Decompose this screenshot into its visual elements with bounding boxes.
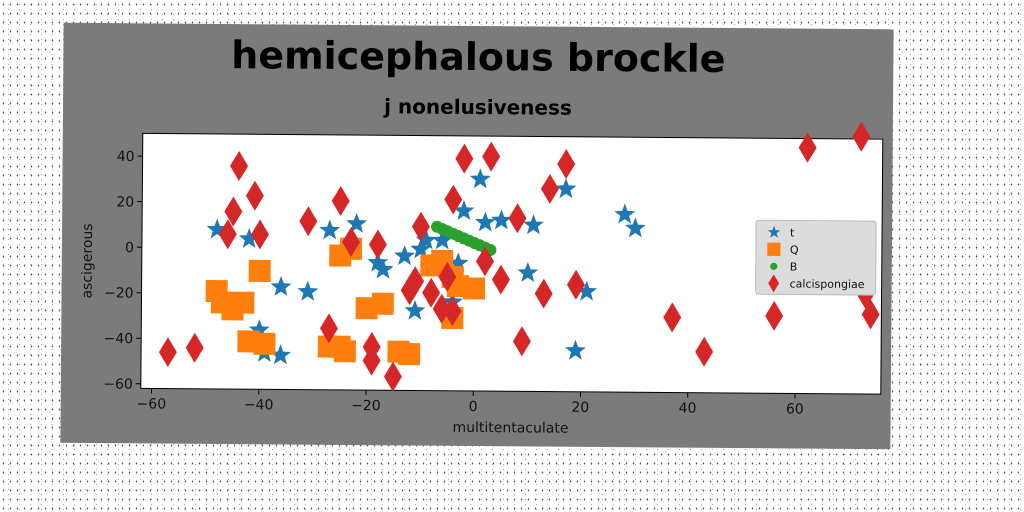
star-point [614, 203, 636, 224]
diamond-point [852, 121, 871, 152]
legend-square-marker [767, 242, 781, 256]
diamond-point [455, 143, 474, 174]
star-point [367, 251, 389, 272]
x-tick-label: −40 [244, 397, 274, 413]
y-tick-label: −40 [104, 331, 134, 347]
diamond-point [508, 203, 527, 234]
diamond-point [158, 337, 177, 368]
y-tick-label: −60 [103, 377, 133, 393]
chart-subtitle: j nonelusiveness [383, 94, 572, 119]
diamond-point [444, 184, 463, 215]
x-tick-label: 0 [469, 399, 478, 415]
diamond-point [342, 227, 361, 258]
square-point [248, 259, 271, 282]
star-point [474, 211, 496, 232]
diamond-point [224, 196, 243, 227]
diamond-point [331, 185, 350, 216]
diamond-point [299, 206, 318, 237]
star-point [447, 252, 469, 273]
star-point [346, 212, 368, 233]
diamond-point [695, 336, 714, 367]
diamond-point [475, 246, 494, 277]
diamond-point [383, 361, 402, 392]
legend-label: Q [790, 243, 799, 256]
y-tick-label: −20 [104, 285, 134, 301]
x-tick-label: 20 [571, 400, 589, 416]
star-point [523, 214, 545, 235]
diamond-point [250, 219, 269, 250]
y-tick-label: 40 [117, 149, 135, 165]
star-point [431, 229, 453, 250]
x-axis-label: multitentaculate [452, 420, 568, 437]
diamond-point [230, 151, 249, 182]
diamond-point [566, 269, 585, 300]
legend-diamond-marker [768, 274, 780, 293]
y-tick-label: 20 [116, 194, 134, 210]
diamond-point [422, 277, 441, 308]
star-point [238, 227, 260, 248]
y-axis-label: ascigerous [79, 223, 96, 298]
diamond-point [765, 300, 784, 331]
legend-box [755, 219, 877, 296]
legend-label: t [790, 226, 795, 239]
star-point [565, 339, 586, 360]
x-tick-label: −60 [137, 396, 167, 412]
star-point [394, 245, 416, 266]
square-point [333, 340, 356, 363]
star-point [297, 280, 319, 301]
star-point [469, 168, 491, 189]
diamond-point [406, 266, 425, 297]
y-tick-label: 0 [125, 240, 134, 256]
square-point [232, 291, 255, 314]
diamond-point [861, 299, 880, 330]
star-point [555, 178, 577, 199]
diamond-point [368, 229, 387, 260]
star-point [576, 280, 598, 301]
x-tick-label: 40 [679, 401, 697, 417]
star-point [319, 219, 341, 240]
legend-label: B [790, 260, 798, 273]
legend-label: calcispongiae [790, 277, 865, 291]
diamond-point [534, 278, 553, 309]
star-point [270, 275, 292, 296]
diamond-point [245, 180, 264, 211]
star-point [624, 217, 646, 238]
square-point [398, 342, 421, 366]
diamond-point [432, 293, 451, 324]
diamond-point [411, 211, 430, 242]
star-point [270, 344, 291, 365]
square-point [371, 292, 394, 315]
diamond-point [663, 302, 682, 333]
diamond-point [491, 264, 510, 295]
star-point [372, 258, 394, 279]
square-point [462, 277, 486, 300]
legend-circle-marker [770, 262, 778, 270]
chart-title: hemicephalous brockle [231, 33, 726, 81]
chart-figure: hemicephalous brockle j nonelusiveness −… [60, 22, 894, 450]
diamond-point [557, 149, 576, 180]
star-point [453, 199, 475, 220]
square-point [253, 332, 276, 355]
diamond-point [218, 219, 237, 250]
legend-star-marker [767, 225, 781, 238]
diamond-point [482, 141, 501, 172]
star-point [517, 262, 539, 282]
x-tick-label: 60 [786, 401, 804, 417]
diamond-point [540, 173, 559, 204]
star-point [404, 299, 426, 320]
star-point [206, 218, 228, 239]
diamond-point [798, 132, 817, 163]
diamond-point [512, 326, 531, 357]
star-point [490, 209, 512, 230]
diamond-point [362, 345, 381, 376]
diamond-point [443, 296, 462, 327]
x-tick-label: −20 [351, 398, 381, 414]
star-point [415, 229, 437, 250]
diamond-point [185, 332, 204, 363]
star-point [248, 319, 270, 340]
diamond-point [319, 313, 338, 344]
diamond-point [438, 261, 457, 292]
scatter-chart: hemicephalous brockle j nonelusiveness −… [79, 33, 884, 437]
